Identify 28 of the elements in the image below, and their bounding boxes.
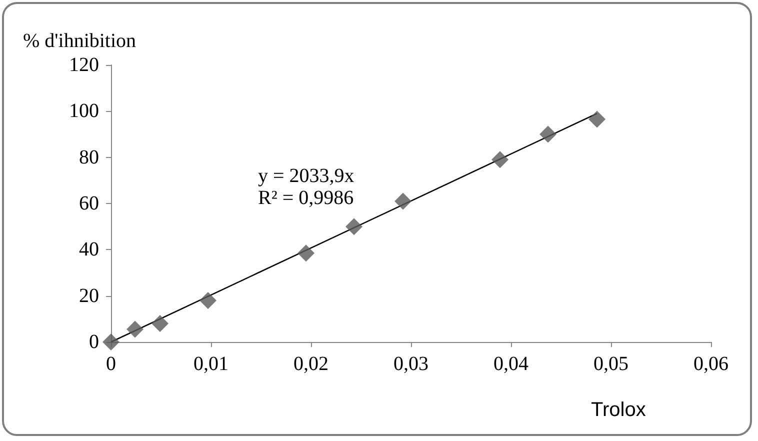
y-tick-label: 100 xyxy=(69,100,99,122)
point xyxy=(588,110,606,128)
y-tick-label: 0 xyxy=(89,331,99,353)
x-tick-label: 0 xyxy=(106,353,116,375)
x-tick-label: 0,04 xyxy=(494,353,528,375)
y-axis-title: % d'ihnibition xyxy=(23,30,136,52)
annotation: y = 2033,9x xyxy=(258,165,354,187)
x-tick-label: 0,06 xyxy=(694,353,728,375)
x-tick-label: 0,03 xyxy=(394,353,428,375)
x-axis-title: Trolox xyxy=(591,399,646,421)
y-tick-label: 60 xyxy=(79,192,99,214)
x-tick-label: 0,05 xyxy=(594,353,628,375)
x-tick-label: 0,01 xyxy=(194,353,228,375)
point xyxy=(394,192,412,210)
point xyxy=(346,218,362,236)
point xyxy=(126,320,144,338)
point xyxy=(492,151,508,168)
annotation: R² = 0,9986 xyxy=(258,187,354,209)
point xyxy=(540,126,556,143)
point xyxy=(298,244,314,262)
y-tick-label: 80 xyxy=(79,146,99,168)
point xyxy=(102,334,120,350)
y-tick-label: 120 xyxy=(69,54,99,76)
point xyxy=(152,315,168,332)
y-tick-label: 40 xyxy=(79,238,99,261)
x-tick-label: 0,02 xyxy=(294,353,328,375)
y-tick-label: 20 xyxy=(79,284,99,307)
point xyxy=(200,292,216,309)
